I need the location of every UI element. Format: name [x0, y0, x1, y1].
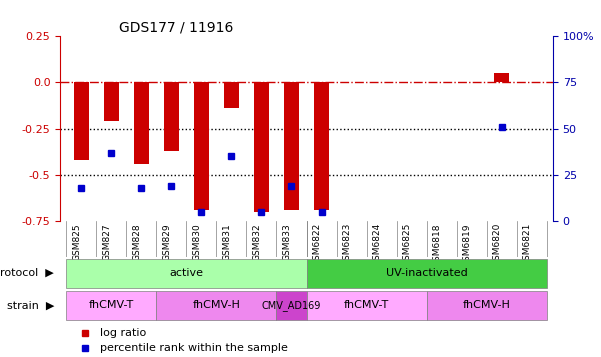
Text: GSM829: GSM829: [162, 223, 171, 261]
Bar: [254, 82, 269, 212]
FancyBboxPatch shape: [156, 291, 276, 320]
Text: GSM6819: GSM6819: [463, 223, 472, 267]
FancyBboxPatch shape: [66, 291, 156, 320]
Text: GSM828: GSM828: [132, 223, 141, 261]
Text: active: active: [169, 268, 203, 278]
Bar: [104, 82, 119, 121]
Text: GSM827: GSM827: [102, 223, 111, 261]
Text: GSM6825: GSM6825: [403, 223, 412, 266]
Text: GSM830: GSM830: [192, 223, 201, 261]
Bar: [224, 82, 239, 108]
Text: GSM6821: GSM6821: [523, 223, 532, 266]
Text: fhCMV-H: fhCMV-H: [192, 300, 240, 310]
Bar: [164, 82, 179, 151]
Text: fhCMV-H: fhCMV-H: [463, 300, 511, 310]
Text: fhCMV-T: fhCMV-T: [344, 300, 389, 310]
Bar: [284, 82, 299, 210]
Text: percentile rank within the sample: percentile rank within the sample: [100, 343, 287, 353]
Bar: [314, 82, 329, 210]
Text: GSM825: GSM825: [72, 223, 81, 261]
FancyBboxPatch shape: [307, 258, 547, 288]
Text: GSM6820: GSM6820: [493, 223, 502, 266]
Text: GSM6824: GSM6824: [373, 223, 382, 266]
Text: UV-inactivated: UV-inactivated: [386, 268, 468, 278]
Text: GSM6822: GSM6822: [313, 223, 322, 266]
FancyBboxPatch shape: [427, 291, 547, 320]
FancyBboxPatch shape: [66, 258, 307, 288]
Text: GSM833: GSM833: [282, 223, 291, 261]
Text: GSM832: GSM832: [252, 223, 261, 261]
Bar: [134, 82, 149, 164]
Text: GSM6823: GSM6823: [343, 223, 352, 266]
Bar: [194, 82, 209, 210]
Text: fhCMV-T: fhCMV-T: [88, 300, 134, 310]
Bar: [495, 73, 510, 82]
Text: CMV_AD169: CMV_AD169: [262, 300, 321, 311]
Text: strain  ▶: strain ▶: [7, 300, 54, 310]
Text: protocol  ▶: protocol ▶: [0, 268, 54, 278]
Text: GSM831: GSM831: [222, 223, 231, 261]
Bar: [74, 82, 89, 160]
Text: GSM6818: GSM6818: [433, 223, 442, 267]
FancyBboxPatch shape: [276, 291, 307, 320]
Text: log ratio: log ratio: [100, 328, 146, 338]
FancyBboxPatch shape: [307, 291, 427, 320]
Text: GDS177 / 11916: GDS177 / 11916: [119, 21, 234, 35]
